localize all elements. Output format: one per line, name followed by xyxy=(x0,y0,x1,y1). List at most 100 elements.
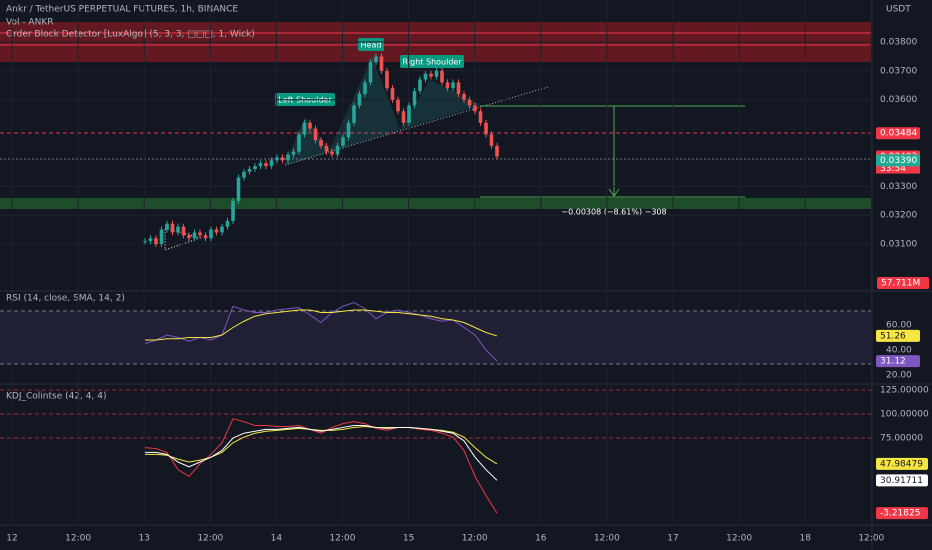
candle xyxy=(209,229,213,239)
rsi-tick: 40.00 xyxy=(886,346,912,356)
candle xyxy=(302,122,307,135)
candle xyxy=(308,122,312,129)
time-tick: 12:00 xyxy=(726,534,752,544)
candle xyxy=(214,229,219,233)
candle xyxy=(489,134,494,146)
kdj-tag: -3.21825 xyxy=(880,509,920,519)
rsi-tick: 60.00 xyxy=(886,321,912,331)
price-tick: 0.03600 xyxy=(880,95,917,105)
price-tick: 0.03700 xyxy=(880,66,917,76)
candle xyxy=(220,226,224,233)
time-tick: 18 xyxy=(799,534,811,544)
time-tick: 12:00 xyxy=(594,534,620,544)
rsi-title: RSI (14, close, SMA, 14, 2) xyxy=(6,294,125,304)
rsi-tag-box xyxy=(876,329,920,342)
time-tick: 17 xyxy=(667,534,678,544)
price-tick: 0.03300 xyxy=(880,182,917,192)
candle xyxy=(396,99,400,112)
candle xyxy=(143,241,147,243)
candle xyxy=(313,128,318,141)
candle xyxy=(187,235,191,239)
time-tick: 16 xyxy=(535,534,547,544)
kdj-tick: 125.00000 xyxy=(880,386,929,396)
candle xyxy=(434,70,439,77)
candle xyxy=(341,137,345,146)
kdj-tag: 47.98479 xyxy=(880,459,923,469)
candle xyxy=(236,177,241,201)
candle xyxy=(275,157,279,161)
candle xyxy=(440,70,444,83)
candle xyxy=(390,88,395,100)
candle xyxy=(423,73,428,80)
candle xyxy=(429,73,433,77)
time-tick: 12:00 xyxy=(65,534,91,544)
candle xyxy=(225,220,230,227)
candle xyxy=(324,145,329,152)
candle xyxy=(319,140,323,146)
label-box xyxy=(358,38,384,51)
candle xyxy=(484,122,488,135)
price-tag: 0.03484 xyxy=(880,129,917,139)
candle xyxy=(385,70,389,89)
candle xyxy=(242,171,246,178)
candle xyxy=(253,166,257,169)
candle xyxy=(269,160,274,167)
price-tick: 0.03800 xyxy=(880,38,917,48)
candle xyxy=(368,62,373,83)
kdj-tag-box xyxy=(876,457,928,470)
candle xyxy=(176,226,180,233)
candle xyxy=(346,122,351,138)
price-tag: 0.03390 xyxy=(880,156,917,166)
candle xyxy=(258,163,263,167)
rsi-tag: 51.26 xyxy=(880,331,906,341)
candle xyxy=(159,229,164,244)
time-tick: 12:00 xyxy=(197,534,223,544)
candle xyxy=(467,99,472,106)
timer-box xyxy=(876,162,920,174)
price-tick: 0.03200 xyxy=(880,211,917,221)
time-tick: 13 xyxy=(138,534,149,544)
right-shoulder: Right Shoulder xyxy=(402,58,462,67)
candle xyxy=(198,232,202,236)
time-tick: 15 xyxy=(403,534,414,544)
volume-label: Vol - ANKR xyxy=(6,18,53,28)
candle xyxy=(280,157,285,161)
kdj-tag-box xyxy=(876,507,928,520)
rsi-tag-box xyxy=(876,355,920,368)
candle xyxy=(297,134,301,152)
time-tick: 14 xyxy=(271,534,283,544)
kdj-tag: 30.91711 xyxy=(880,476,923,486)
candle xyxy=(247,168,252,172)
rsi-band xyxy=(0,311,872,364)
candle xyxy=(154,238,158,244)
volume-tag-box xyxy=(877,277,929,289)
time-tick: 12 xyxy=(6,534,17,544)
candle xyxy=(374,56,378,63)
rsi-tick: 20.00 xyxy=(886,371,912,381)
candle xyxy=(170,223,175,233)
candle xyxy=(165,223,169,230)
kdj-k xyxy=(145,425,498,481)
time-tick: 12:00 xyxy=(462,534,488,544)
rsi-tag: 31.12 xyxy=(880,357,906,367)
candle xyxy=(192,232,197,239)
arrow-head xyxy=(608,188,620,197)
candle xyxy=(379,56,384,71)
candle xyxy=(495,145,499,157)
candle xyxy=(451,82,455,89)
timer: 33:54 xyxy=(880,164,906,174)
candle xyxy=(418,79,422,92)
candle xyxy=(456,82,461,94)
head: Head xyxy=(361,41,382,50)
candle xyxy=(286,154,290,161)
candle xyxy=(407,105,411,123)
candle xyxy=(181,226,186,236)
kdj-d xyxy=(145,425,498,465)
candle xyxy=(401,111,406,123)
measure-label: −0.00308 (−8.61%) −308 xyxy=(561,208,666,217)
kdj-tick: 75.00000 xyxy=(880,434,923,444)
label-box xyxy=(400,55,464,68)
candle xyxy=(291,151,296,155)
candle xyxy=(412,91,417,106)
